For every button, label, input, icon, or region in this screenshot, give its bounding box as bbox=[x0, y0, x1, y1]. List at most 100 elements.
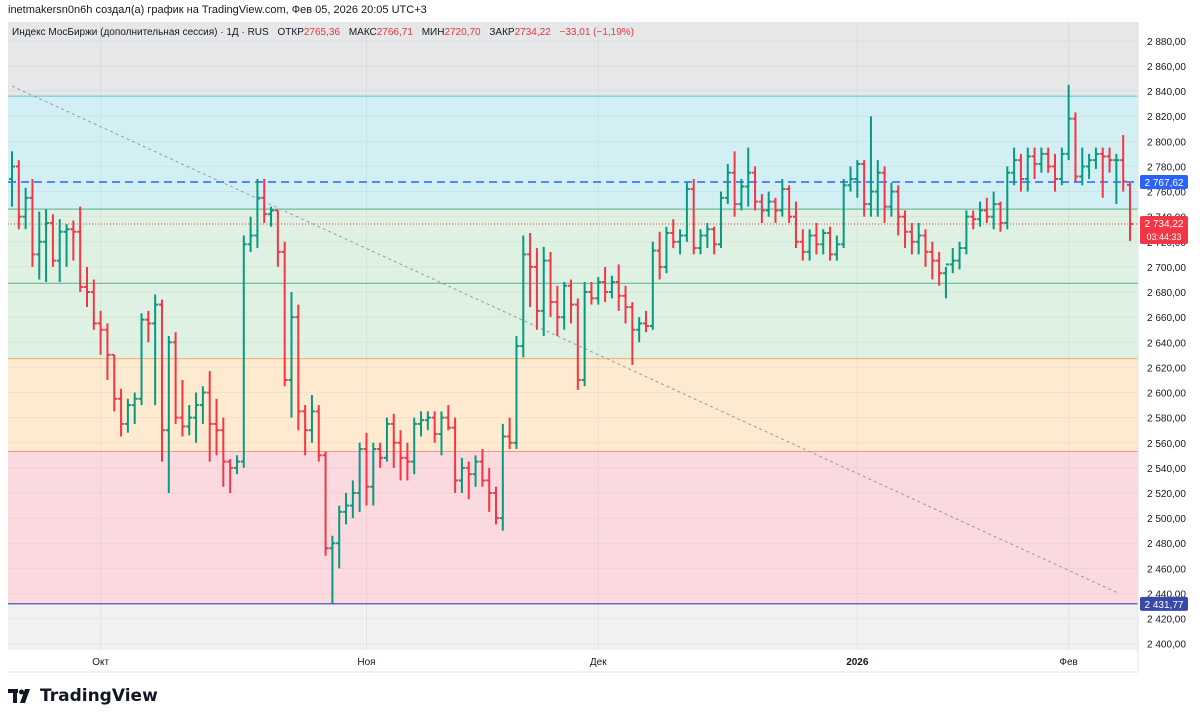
ohlc-bar bbox=[827, 226, 834, 261]
ohlc-bar bbox=[540, 246, 547, 336]
bar-countdown-label: 03:44:33 bbox=[1146, 232, 1181, 242]
ohlc-bar bbox=[772, 197, 779, 223]
ohlc-bar bbox=[206, 371, 213, 462]
price-labels: 2 767,62 2 431,77 2 734,22 03:44:33 bbox=[1140, 174, 1188, 611]
ohlc-bar bbox=[1058, 147, 1065, 186]
ohlc-bar bbox=[867, 116, 874, 217]
price-tick-label: 2 800,00 bbox=[1147, 137, 1186, 148]
ohlc-bar bbox=[636, 317, 643, 343]
ohlc-bar bbox=[533, 248, 540, 330]
ohlc-bar bbox=[1038, 147, 1045, 173]
ohlc-bar bbox=[288, 292, 295, 418]
ohlc-bar bbox=[424, 411, 431, 431]
trendline-line bbox=[11, 85, 1117, 593]
time-tick-label: 2026 bbox=[846, 657, 869, 668]
ohlc-bar bbox=[63, 224, 70, 267]
zone-band bbox=[8, 451, 1138, 604]
price-axis[interactable]: 2 880,00 2 860,00 2 840,00 2 820,00 2 800,00… bbox=[1137, 0, 1200, 672]
price-tick-label: 2 760,00 bbox=[1147, 188, 1186, 199]
zone-band bbox=[8, 603, 1138, 650]
price-tick-label: 2 440,00 bbox=[1147, 589, 1186, 600]
ohlc-bar bbox=[874, 160, 881, 217]
ohlc-bar bbox=[568, 279, 574, 324]
time-tick-label: Ноя bbox=[357, 657, 375, 668]
ohlc-bar bbox=[1127, 183, 1133, 241]
ohlc-bar bbox=[1052, 153, 1059, 192]
ohlc-bar bbox=[697, 229, 704, 255]
price-tick-label: 2 880,00 bbox=[1147, 37, 1186, 48]
ohlc-bar bbox=[43, 209, 50, 282]
ohlc-bar bbox=[193, 392, 200, 443]
ohlc-bar bbox=[90, 279, 97, 330]
price-tick-label: 2 860,00 bbox=[1147, 62, 1186, 73]
ohlc-bar bbox=[15, 160, 22, 230]
ohlc-bar bbox=[124, 398, 131, 433]
ohlc-bar bbox=[29, 179, 36, 267]
symbol-name[interactable]: Индекс МосБиржи (дополнительная сессия) … bbox=[12, 27, 269, 38]
ohlc-bar bbox=[213, 398, 220, 456]
ohlc-bar bbox=[813, 222, 820, 255]
ohlc-bar bbox=[302, 405, 309, 456]
ohlc-bar bbox=[233, 455, 240, 475]
ohlc-bar bbox=[1024, 147, 1031, 192]
ohlc-bar bbox=[274, 209, 281, 267]
tradingview-logo-text: TradingView bbox=[40, 686, 158, 706]
ohlc-bar bbox=[1120, 135, 1127, 192]
ohlc-bar bbox=[745, 147, 752, 207]
ohlc-bar bbox=[847, 166, 854, 192]
tradingview-logo[interactable]: TradingView bbox=[8, 686, 158, 706]
ohlc-bar bbox=[452, 417, 459, 493]
ohlc-bar bbox=[997, 201, 1004, 232]
price-tick-label: 2 560,00 bbox=[1147, 439, 1186, 450]
ohlc-bar bbox=[806, 229, 813, 261]
ohlc-bar bbox=[506, 417, 513, 450]
ohlc-bar bbox=[465, 461, 472, 500]
price-tick-label: 2 460,00 bbox=[1147, 564, 1186, 575]
ohlc-bar bbox=[1099, 147, 1106, 198]
ohlc-bar bbox=[561, 281, 568, 330]
ohlc-bar bbox=[1106, 147, 1113, 173]
ohlc-bar bbox=[445, 405, 452, 431]
ohlc-bar bbox=[9, 151, 15, 207]
ohlc-bar bbox=[554, 285, 561, 336]
ohlc-bar bbox=[574, 298, 581, 391]
price-tick-label: 2 540,00 bbox=[1147, 464, 1186, 475]
ohlc-bar bbox=[390, 413, 397, 468]
ohlc-bar bbox=[158, 299, 165, 462]
ohlc-bar bbox=[83, 266, 90, 308]
ohlc-bar bbox=[731, 151, 738, 217]
support-price-label: 2 431,77 bbox=[1145, 600, 1184, 611]
time-axis[interactable]: Окт Ноя Дек 2026 Фев bbox=[8, 657, 1138, 673]
ohlc-bar bbox=[908, 222, 915, 255]
ohlc-bar bbox=[411, 417, 418, 475]
ohlc-bar bbox=[104, 323, 111, 380]
open-value: 2765,36 bbox=[303, 27, 341, 38]
ohlc-bar bbox=[833, 235, 840, 261]
ohlc-bar bbox=[56, 219, 63, 282]
ohlc-bar bbox=[513, 336, 520, 450]
ohlc-bar bbox=[315, 405, 322, 462]
ohlc-bar bbox=[77, 206, 84, 293]
ohlc-bar bbox=[472, 455, 479, 487]
ohlc-bar bbox=[602, 266, 609, 303]
ohlc-bar bbox=[956, 241, 963, 270]
ohlc-bar bbox=[854, 160, 861, 198]
ohlc-bar bbox=[49, 214, 56, 267]
zone-band bbox=[8, 358, 1138, 452]
ohlc-bar bbox=[615, 264, 622, 311]
ohlc-bar bbox=[1065, 84, 1072, 161]
ohlc-bar bbox=[629, 302, 636, 365]
level-price-label: 2 767,62 bbox=[1145, 178, 1184, 189]
ohlc-bar bbox=[179, 379, 186, 437]
ohlc-bar bbox=[677, 229, 684, 255]
ohlc-bar bbox=[397, 430, 404, 481]
ohlc-bar bbox=[683, 181, 690, 242]
ohlc-bar bbox=[792, 201, 799, 249]
ohlc-bar bbox=[608, 275, 615, 299]
ohlc-bar bbox=[881, 166, 888, 223]
ohlc-bar bbox=[738, 179, 745, 211]
ohlc-bar bbox=[963, 210, 970, 255]
ohlc-bar bbox=[343, 493, 350, 525]
support-price-label-bg bbox=[1140, 596, 1188, 611]
